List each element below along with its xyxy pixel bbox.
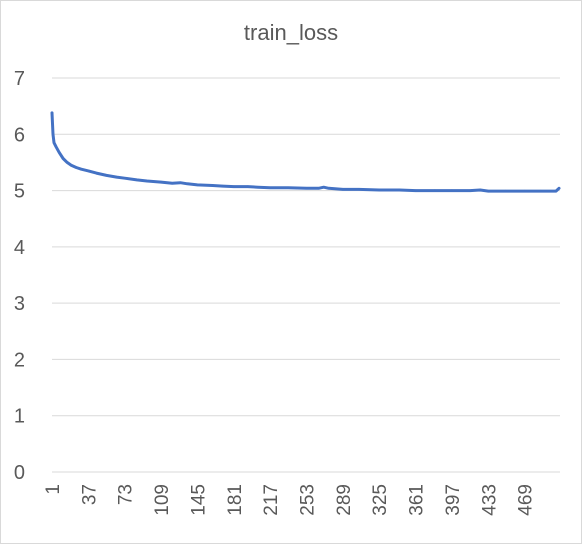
x-tick-label: 433 [479,484,500,516]
series-line-0 [50,111,561,193]
y-axis-ticks: 0 1 2 3 4 5 6 7 [14,68,25,484]
data-point [70,164,73,167]
data-point [468,189,472,192]
data-point [179,181,182,184]
data-point [433,189,436,192]
data-point [61,157,65,160]
data-point [135,178,138,182]
data-point [539,189,542,193]
data-point [87,169,90,173]
x-tick-label: 73 [116,484,137,505]
data-point [171,182,174,185]
gridlines [52,77,560,473]
x-tick-label: 217 [261,484,282,516]
data-point [557,187,561,190]
x-tick-label: 145 [188,484,209,516]
data-point [287,186,290,189]
data-point [554,189,558,193]
data-point [232,185,235,188]
data-point [322,186,325,189]
data-point [341,188,345,191]
data-point [327,187,330,190]
data-point [523,189,526,193]
x-tick-label: 253 [298,484,319,516]
x-tick-label: 1 [43,484,64,495]
data-point [196,183,199,187]
data-point [256,186,260,189]
y-tick-label: 7 [14,68,25,90]
data-point [95,171,98,175]
data-point [317,187,320,190]
y-tick-label: 2 [14,349,25,371]
data-point [487,189,490,193]
y-tick-label: 1 [14,406,25,428]
data-point [75,166,78,169]
data-point [159,180,163,184]
data-point [378,188,381,192]
data-point [115,175,118,179]
data-point [65,161,69,164]
data-point [145,179,149,183]
x-tick-label: 325 [370,484,391,516]
y-tick-label: 5 [14,181,25,203]
data-point [50,111,54,115]
data-point [105,174,108,177]
data-point [246,185,250,188]
data-point [450,189,454,192]
x-tick-label: 469 [516,484,537,516]
data-point [54,145,58,148]
data-point [305,187,308,190]
data-point [80,168,83,171]
data-point [51,133,55,136]
data-point [123,177,126,180]
data-point [398,188,401,192]
x-tick-label: 361 [407,484,428,516]
chart-title: train_loss [243,20,339,45]
y-tick-label: 0 [14,462,25,484]
data-point [186,182,189,185]
series-layer [50,111,561,193]
x-tick-label: 289 [334,484,355,516]
x-tick-label: 181 [225,484,246,516]
data-point [268,186,272,189]
data-point [221,184,224,188]
x-axis-ticks: 1 37 73 109 145 181 217 253 289 325 361 397 433 469 [43,484,537,516]
data-point [57,151,61,154]
y-tick-label: 4 [14,237,25,259]
data-point [52,141,56,144]
data-point [504,189,507,193]
y-tick-label: 6 [14,124,25,146]
y-tick-label: 3 [14,293,25,315]
x-tick-label: 109 [152,484,173,516]
x-tick-label: 37 [79,484,100,505]
x-tick-label: 397 [443,484,464,516]
data-point [357,188,361,191]
data-point [211,184,214,187]
data-point [414,189,417,192]
data-point [479,188,482,192]
